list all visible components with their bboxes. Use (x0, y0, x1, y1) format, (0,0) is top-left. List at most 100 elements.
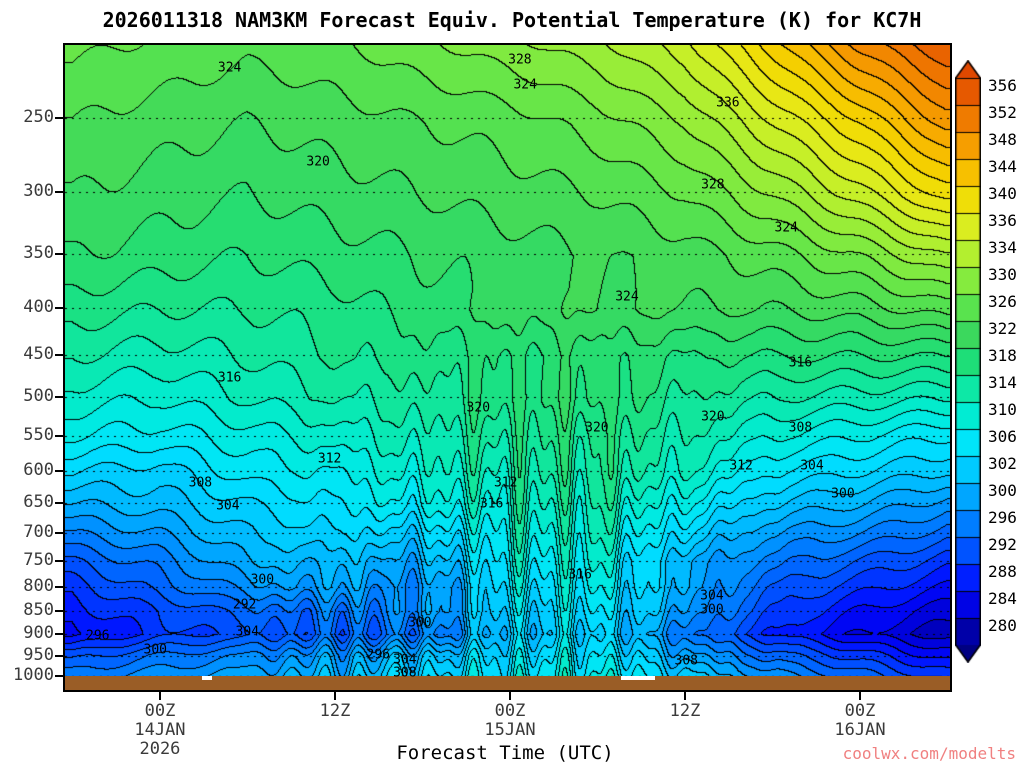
contour-line-label: 320 (466, 400, 491, 416)
colorbar-value-label: 284 (988, 589, 1017, 608)
pressure-tick-mark (55, 396, 64, 399)
pressure-tick-label: 350 (23, 242, 54, 263)
time-tick-label: 12Z (319, 701, 351, 721)
pressure-tick-mark (55, 585, 64, 588)
pressure-tick-label: 1000 (13, 665, 54, 686)
contour-line-label: 320 (306, 154, 330, 170)
contour-line-label: 324 (513, 77, 537, 93)
time-tick-mark (508, 692, 511, 700)
colorbar-value-label: 322 (988, 319, 1017, 338)
contour-line-label: 300 (408, 615, 432, 631)
contour-line-label: 312 (317, 451, 342, 467)
colorbar-value-label: 288 (988, 562, 1017, 581)
pressure-tick-mark (55, 190, 64, 193)
pressure-tick-mark (55, 675, 64, 678)
colorbar-value-label: 292 (988, 535, 1017, 554)
pressure-tick-mark (55, 469, 64, 472)
colorbar-value-label: 330 (988, 265, 1017, 284)
ground-terrain-strip (65, 676, 950, 690)
contour-line-label: 300 (700, 602, 724, 618)
pressure-tick-mark (55, 559, 64, 562)
time-tick-label: 00Z 16JAN (834, 701, 886, 740)
contour-line-label: 316 (217, 370, 242, 386)
contour-line-label: 312 (729, 458, 753, 474)
time-tick-label: 00Z 14JAN 2026 (134, 701, 186, 759)
pressure-tick-mark (55, 609, 64, 612)
pressure-tick-label: 800 (23, 575, 54, 596)
contour-line-label: 308 (188, 475, 213, 491)
pressure-tick-label: 900 (23, 623, 54, 643)
contour-line-label: 324 (615, 289, 639, 305)
pressure-tick-mark (55, 306, 64, 309)
pressure-tick-label: 500 (23, 386, 54, 407)
contour-line-label: 296 (85, 628, 110, 644)
colorbar-value-label: 326 (988, 292, 1017, 311)
contour-line-label: 316 (479, 496, 504, 512)
colorbar-value-label: 318 (988, 346, 1017, 365)
colorbar-value-label: 334 (988, 238, 1017, 257)
contour-line-label: 324 (774, 220, 799, 236)
time-tick-mark (334, 692, 336, 700)
pressure-tick-label: 850 (23, 599, 54, 620)
contour-line-label: 320 (585, 420, 609, 436)
time-tick-label: 12Z (669, 701, 701, 721)
pressure-tick-mark (55, 633, 64, 635)
contour-line-label: 300 (831, 486, 855, 502)
colorbar-value-label: 356 (988, 76, 1017, 95)
contour-line-label: 316 (788, 355, 813, 371)
watermark-text: coolwx.com/modelts (842, 744, 1016, 763)
contour-line-label: 312 (493, 475, 518, 491)
terrain-marker (202, 676, 213, 680)
colorbar-value-label: 314 (988, 373, 1017, 392)
contour-line-label: 328 (508, 52, 532, 68)
pressure-tick-mark (55, 252, 64, 255)
contour-line-label: 316 (568, 567, 592, 583)
x-axis-title: Forecast Time (UTC) (396, 742, 614, 764)
pressure-tick-mark (55, 531, 64, 534)
plot-area: 324 328 324 336 320 328 324 324 316 316 320 320 320 3… (63, 43, 952, 692)
contour-field-canvas (65, 45, 950, 690)
colorbar-value-label: 352 (988, 103, 1017, 122)
time-tick-mark (858, 692, 861, 700)
colorbar-value-label: 348 (988, 130, 1017, 149)
contour-line-label: 308 (674, 653, 699, 669)
contour-line-label: 304 (700, 588, 724, 604)
contour-line-label: 308 (788, 420, 813, 436)
contour-line-label: 308 (393, 665, 417, 681)
colorbar-value-label: 296 (988, 508, 1017, 527)
contour-line-label: 296 (366, 647, 391, 663)
contour-line-label: 336 (716, 95, 740, 111)
contour-label-layer: 324 328 324 336 320 328 324 324 316 316 320 320 320 3… (65, 45, 950, 690)
pressure-tick-mark (55, 434, 64, 437)
pressure-tick-mark (55, 353, 64, 356)
contour-line-label: 320 (701, 409, 725, 425)
pressure-tick-label: 300 (23, 180, 54, 201)
terrain-marker (620, 676, 655, 680)
pressure-tick-mark (55, 117, 64, 120)
time-tick-mark (684, 692, 687, 700)
pressure-tick-label: 250 (23, 107, 54, 128)
pressure-tick-label: 450 (23, 343, 54, 364)
contour-line-label: 304 (216, 498, 240, 514)
colorbar-value-label: 300 (988, 481, 1017, 500)
time-tick-mark (158, 692, 161, 700)
chart-title: 2026011318 NAM3KM Forecast Equiv. Potent… (102, 8, 922, 32)
pressure-tick-label: 650 (23, 492, 54, 512)
colorbar-value-label: 336 (988, 211, 1017, 230)
colorbar-value-label: 280 (988, 616, 1017, 635)
colorbar-value-label: 340 (988, 184, 1017, 203)
pressure-tick-mark (55, 502, 64, 504)
pressure-tick-label: 400 (23, 296, 54, 317)
contour-line-label: 304 (800, 458, 824, 474)
contour-line-label: 300 (250, 572, 275, 588)
time-tick-label: 00Z 15JAN (484, 701, 536, 740)
colorbar-value-label: 302 (988, 454, 1017, 473)
contour-line-label: 304 (235, 624, 260, 640)
contour-line-label: 324 (217, 60, 242, 76)
colorbar-value-label: 344 (988, 157, 1017, 176)
pressure-tick-label: 950 (23, 644, 54, 665)
pressure-tick-mark (55, 654, 64, 657)
contour-line-label: 292 (232, 597, 257, 613)
contour-line-label: 304 (393, 652, 417, 668)
